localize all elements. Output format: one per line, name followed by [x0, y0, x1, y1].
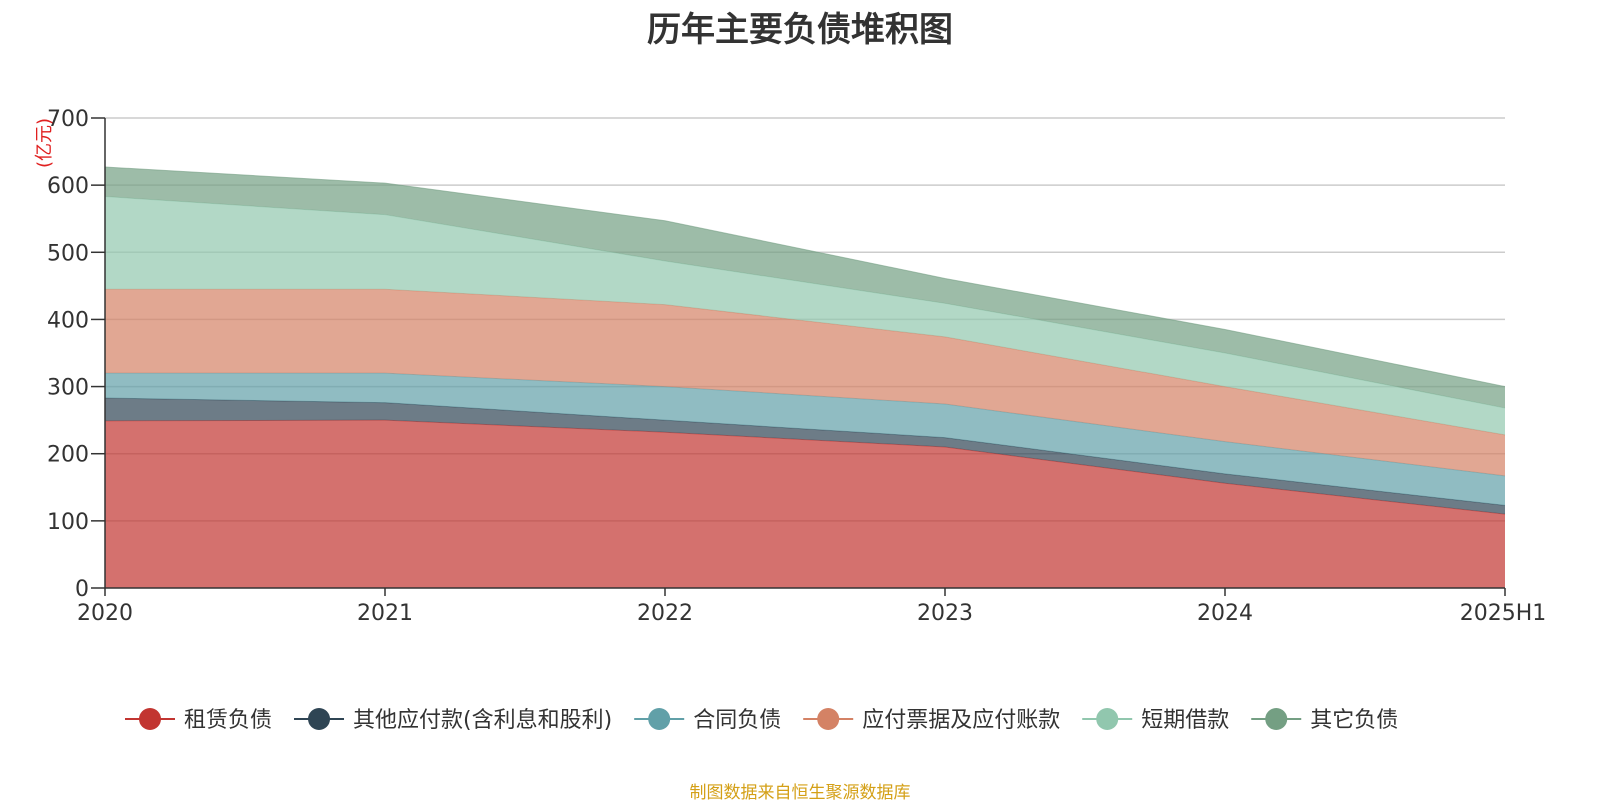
area-series — [104, 166, 1506, 588]
legend-label: 其它负债 — [1310, 708, 1398, 733]
y-tick-label: 600 — [47, 174, 89, 199]
legend-label: 合同负债 — [693, 708, 781, 733]
legend-item-2[interactable]: 其他应付款(含利息和股利) — [294, 708, 612, 733]
legend-marker — [648, 708, 671, 730]
y-axis-label: (亿元) — [34, 118, 55, 168]
legend-marker — [817, 708, 840, 730]
legend-label: 短期借款 — [1141, 708, 1229, 733]
legend-item-3[interactable]: 合同负债 — [634, 708, 781, 733]
legend-label: 应付票据及应付账款 — [862, 708, 1060, 733]
y-tick-label: 200 — [47, 443, 89, 468]
legend-marker — [139, 708, 161, 730]
area-series-4 — [105, 289, 1505, 476]
legend-marker — [1265, 708, 1288, 730]
area-series-1 — [105, 420, 1505, 588]
legend-item-6[interactable]: 其它负债 — [1251, 708, 1398, 733]
x-tick-label: 2025H1 — [1460, 601, 1547, 626]
legend-item-4[interactable]: 应付票据及应付账款 — [803, 708, 1060, 733]
y-tick-label: 100 — [47, 510, 89, 535]
area-series-5 — [105, 196, 1505, 435]
y-tick-label: 500 — [47, 241, 89, 266]
area-series-edge-6 — [104, 166, 1506, 388]
y-tick-label: 0 — [75, 577, 89, 602]
axes: 0 100 200 300 400 500 600 700 2020 2021 2022 2023 20… — [47, 107, 1546, 626]
source-note: 制图数据来自恒生聚源数据库 — [689, 783, 911, 803]
legend-marker — [308, 708, 331, 730]
legend-label: 租赁负债 — [184, 708, 272, 733]
x-tick-label: 2022 — [637, 601, 693, 626]
y-tick-label: 700 — [47, 107, 89, 132]
legend-label: 其他应付款(含利息和股利) — [353, 708, 612, 733]
legend: 租赁负债 其他应付款(含利息和股利) 合同负债 应付票据及应付账款 短期借款 其它负债 — [125, 708, 1398, 733]
legend-marker — [1096, 708, 1119, 730]
chart-title: 历年主要负债堆积图 — [647, 10, 953, 50]
area-series-2 — [105, 397, 1505, 515]
area-series-3 — [105, 373, 1505, 506]
legend-item-5[interactable]: 短期借款 — [1082, 708, 1229, 733]
legend-item-1[interactable]: 租赁负债 — [125, 708, 272, 733]
x-tick-label: 2024 — [1197, 601, 1253, 626]
x-tick-label: 2021 — [357, 601, 413, 626]
x-tick-label: 2023 — [917, 601, 973, 626]
y-tick-label: 400 — [47, 308, 89, 333]
x-tick-label: 2020 — [77, 601, 133, 626]
y-tick-label: 300 — [47, 376, 89, 401]
area-series-6 — [105, 167, 1505, 409]
